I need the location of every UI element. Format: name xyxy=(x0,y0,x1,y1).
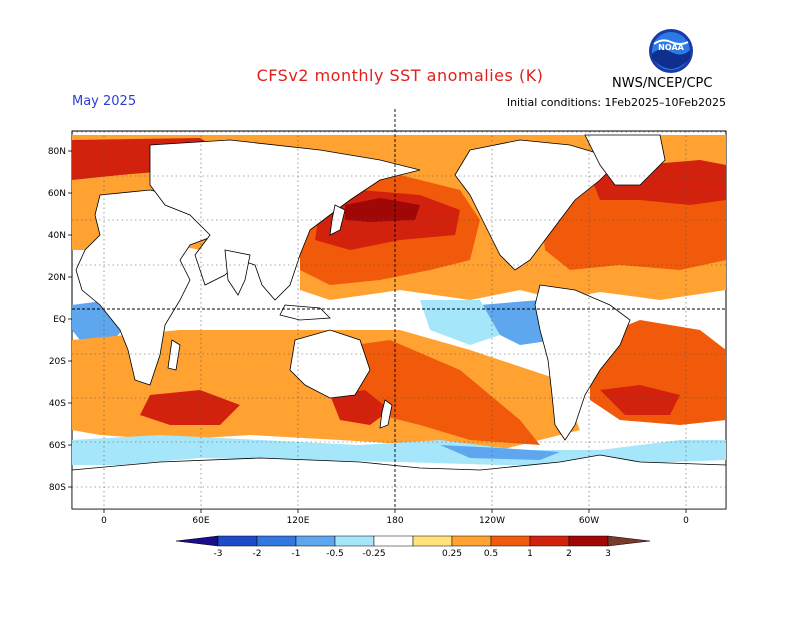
colorbar-label: 0.25 xyxy=(442,549,462,559)
lon-tick-label: 60E xyxy=(192,516,209,526)
lat-tick-label: 40S xyxy=(49,399,66,409)
australia xyxy=(289,329,371,399)
colorbar-label: -1 xyxy=(292,549,301,559)
lat-tick-label: 60N xyxy=(48,189,66,199)
colorbar-swatch xyxy=(217,535,258,547)
colorbar-swatch xyxy=(256,535,297,547)
greenland xyxy=(584,134,666,186)
lat-tick-label: 20N xyxy=(48,273,66,283)
south-america xyxy=(534,284,631,441)
colorbar-label: 3 xyxy=(605,549,611,559)
colorbar-label: 0.5 xyxy=(484,549,498,559)
lat-tick-label: 20S xyxy=(49,357,66,367)
initial-conditions: Initial conditions: 1Feb2025–10Feb2025 xyxy=(506,96,726,109)
colorbar-min-arrow xyxy=(175,535,219,547)
tasman-warm xyxy=(330,390,390,425)
colorbar: -3 -2 -1 -0.5 -0.25 0.25 0.5 1 2 3 xyxy=(175,535,651,559)
colorbar-swatch xyxy=(295,535,336,547)
south-indian-warm xyxy=(140,390,240,425)
colorbar-label: -2 xyxy=(253,549,262,559)
south-atlantic-max xyxy=(600,385,680,415)
lat-axis: 80N 60N 40N 20N EQ 20S 40S 60S 80S xyxy=(48,147,72,493)
colorbar-label: -0.25 xyxy=(362,549,385,559)
north-pacific-extreme xyxy=(345,198,420,222)
lon-tick-label: 180 xyxy=(386,516,403,526)
noaa-logo-icon: NOAA xyxy=(649,29,693,73)
agency-label: NWS/NCEP/CPC xyxy=(612,76,713,91)
lon-tick-label: 0 xyxy=(101,516,107,526)
madagascar xyxy=(167,339,181,371)
lat-tick-label: 80N xyxy=(48,147,66,157)
antarctica xyxy=(72,454,726,509)
lon-tick-label: 60W xyxy=(579,516,599,526)
southern-ocean-cool-core xyxy=(440,445,560,460)
east-pacific-cool-light xyxy=(420,300,500,345)
chart-title: CFSv2 monthly SST anomalies (K) xyxy=(256,66,544,85)
southern-ocean-cool xyxy=(72,435,726,465)
colorbar-label: 2 xyxy=(566,549,572,559)
colorbar-label: -0.5 xyxy=(326,549,344,559)
lat-tick-label: 80S xyxy=(49,483,66,493)
colorbar-swatch xyxy=(529,535,570,547)
colorbar-swatch xyxy=(490,535,531,547)
lon-tick-label: 0 xyxy=(683,516,689,526)
colorbar-swatch xyxy=(373,535,414,547)
grid-lines xyxy=(72,131,726,509)
lat-tick-label: EQ xyxy=(53,315,66,325)
new-zealand xyxy=(379,399,393,429)
colorbar-swatch xyxy=(451,535,492,547)
logo-text: NOAA xyxy=(658,43,684,52)
colorbar-label: -3 xyxy=(214,549,223,559)
lat-tick-label: 60S xyxy=(49,441,66,451)
india xyxy=(224,249,251,296)
colorbar-max-arrow xyxy=(607,535,651,547)
lon-axis: 0 60E 120E 180 120W 60W 0 xyxy=(101,509,689,526)
reference-lines xyxy=(72,109,726,509)
lon-tick-label: 120W xyxy=(479,516,505,526)
forecast-month: May 2025 xyxy=(72,94,137,109)
south-pacific-warm-core xyxy=(320,340,540,445)
land-masses xyxy=(72,134,726,509)
colorbar-label: 1 xyxy=(527,549,533,559)
lat-tick-label: 40N xyxy=(48,231,66,241)
colorbar-swatch xyxy=(412,535,453,547)
colorbar-swatch xyxy=(568,535,609,547)
colorbar-swatch xyxy=(334,535,375,547)
lon-tick-label: 120E xyxy=(287,516,310,526)
